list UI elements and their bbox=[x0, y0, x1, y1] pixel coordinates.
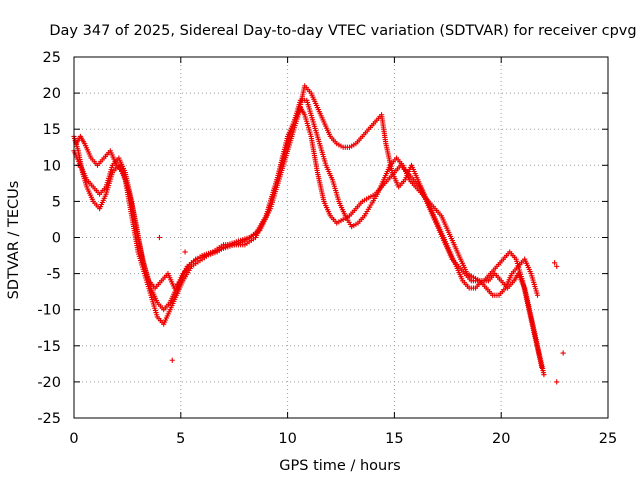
x-tick-label: 10 bbox=[278, 431, 296, 447]
x-tick-label: 0 bbox=[69, 431, 78, 447]
data-point bbox=[554, 379, 560, 385]
y-tick-label: -25 bbox=[37, 411, 61, 427]
y-tick-label: 25 bbox=[43, 50, 61, 66]
x-axis-label: GPS time / hours bbox=[279, 458, 400, 474]
y-tick-labels: -25 -20 -15 -10 -5 0 5 10 15 20 25 bbox=[37, 50, 61, 427]
grid-lines bbox=[74, 57, 608, 418]
y-tick-label: -5 bbox=[47, 267, 61, 283]
data-point bbox=[534, 292, 541, 298]
y-tick-label: 20 bbox=[43, 86, 61, 102]
y-tick-label: 0 bbox=[52, 231, 61, 247]
y-tick-label: 10 bbox=[43, 158, 61, 174]
x-tick-label: 5 bbox=[176, 431, 185, 447]
y-tick-label: 15 bbox=[43, 122, 61, 138]
x-tick-label: 20 bbox=[492, 431, 510, 447]
y-axis-label: SDTVAR / TECUs bbox=[6, 181, 22, 300]
data-point bbox=[156, 234, 163, 241]
data-point bbox=[560, 350, 566, 356]
data-point bbox=[182, 249, 188, 255]
axis-ticks bbox=[73, 56, 609, 419]
y-tick-label: -20 bbox=[37, 375, 61, 391]
data-point bbox=[554, 263, 560, 269]
y-tick-label: 5 bbox=[52, 194, 61, 210]
x-tick-labels: 0 5 10 15 20 25 bbox=[69, 431, 617, 447]
data-point bbox=[552, 260, 558, 266]
y-tick-label: -15 bbox=[37, 339, 61, 355]
chart-title: Day 347 of 2025, Sidereal Day-to-day VTE… bbox=[49, 23, 636, 39]
x-tick-label: 15 bbox=[385, 431, 403, 447]
data-points bbox=[71, 83, 566, 385]
data-point bbox=[541, 372, 547, 378]
y-tick-label: -10 bbox=[37, 303, 61, 319]
data-point bbox=[169, 357, 175, 363]
x-tick-label: 25 bbox=[599, 431, 617, 447]
